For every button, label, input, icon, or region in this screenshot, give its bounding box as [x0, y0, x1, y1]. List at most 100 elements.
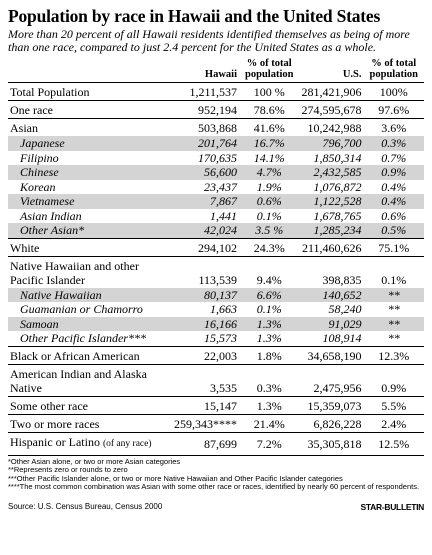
cell: 170,635 [198, 150, 237, 165]
cell: 5.5% [363, 395, 424, 414]
cell: 0.3% [239, 363, 300, 396]
label-text: Other Asian* [20, 223, 85, 237]
cell: 1.8% [239, 345, 300, 364]
row-label: Korean [8, 180, 172, 195]
cell: 3.5 % [239, 223, 300, 238]
cell: 3.6% [363, 118, 424, 136]
cell: 0.6% [381, 208, 407, 223]
footnotes: *Other Asian alone, or two or more Asian… [8, 454, 424, 492]
cell: 12.3% [363, 345, 424, 364]
label-text: Black or African American [10, 348, 140, 363]
cell: 0.3% [363, 136, 424, 151]
row-label: Native Hawaiian [8, 287, 172, 302]
row-label: Filipino [8, 151, 172, 166]
row-label: Total Population [8, 82, 172, 101]
cell: 58,240 [328, 302, 362, 316]
cell: 6,826,228 [299, 413, 364, 432]
cell: 87,699 [172, 431, 239, 452]
footnote: ***Other Pacific Islander alone, or two … [8, 473, 343, 483]
column-header: Hawaii [204, 69, 237, 80]
graphic: Population by race in Hawaii and the Uni… [8, 6, 424, 512]
table-row: Native Hawaiian 80,137 6.6% 140,652 ** [8, 287, 424, 302]
cell: 201,764 [172, 136, 239, 151]
table-row: White 294,102 24.3% 211,460,626 75.1% [8, 237, 424, 256]
table-body: Total Population 1,211,537 100 % 281,421,90… [8, 82, 424, 452]
table-row: Total Population 1,211,537 100 % 281,421,90… [8, 82, 424, 101]
column-header: % of total population [245, 58, 294, 80]
cell: 294,102 [172, 237, 239, 256]
label-text: Other Pacific Islander*** [20, 331, 146, 345]
row-label: Black or African American [8, 345, 172, 364]
cell: 398,835 [299, 255, 364, 288]
cell: 1,211,537 [172, 82, 239, 101]
row-label: Guamanian or Chamorro [8, 302, 172, 317]
row-label: Other Pacific Islander*** [8, 331, 172, 346]
label-text: Vietnamese [20, 194, 75, 208]
cell: 1,441 [210, 208, 237, 223]
cell: 1.3% [256, 331, 282, 345]
cell: 211,460,626 [299, 237, 364, 256]
cell: 14.1% [253, 150, 285, 165]
cell: 34,658,190 [299, 345, 364, 364]
label-text: Native Hawaiian and other Pacific Island… [10, 258, 139, 287]
cell: 42,024 [172, 223, 239, 238]
cell: 91,029 [299, 316, 364, 331]
row-label: Asian [8, 118, 172, 136]
label-text: American Indian and Alaska Native [10, 366, 147, 395]
table-row: Asian 503,868 41.6% 10,242,988 3.6% [8, 118, 424, 136]
cell: 10,242,988 [299, 118, 364, 136]
row-label: American Indian and Alaska Native [8, 363, 172, 396]
cell: 1,850,314 [313, 150, 362, 165]
source: Source: U.S. Census Bureau, Census 2000 [8, 501, 163, 511]
cell: 259,343**** [172, 413, 239, 432]
cell: ** [363, 316, 424, 331]
cell: 22,003 [172, 345, 239, 364]
cell: 3,535 [172, 363, 239, 396]
cell: 41.6% [239, 118, 300, 136]
table-row: Guamanian or Chamorro 1,663 0.1% 58,240 ** [8, 302, 424, 317]
cell: 35,305,818 [299, 431, 364, 452]
label-text: Asian Indian [20, 208, 82, 223]
cell: 1,678,765 [313, 208, 362, 223]
label-text: Hispanic or Latino [10, 434, 100, 449]
table-row: Korean 23,437 1.9% 1,076,872 0.4% [8, 180, 424, 195]
cell: 24.3% [239, 237, 300, 256]
table-row: Other Asian* 42,024 3.5 % 1,285,234 0.5% [8, 223, 424, 238]
label-text: Total Population [10, 85, 90, 99]
table-row: American Indian and Alaska Native 3,535 0.… [8, 363, 424, 396]
cell: 4.7% [239, 165, 300, 180]
table-row: Samoan 16,166 1.3% 91,029 ** [8, 316, 424, 331]
label-text: Samoan [20, 316, 59, 331]
label-note: (of any race) [102, 438, 152, 449]
label-text: One race [10, 103, 53, 117]
cell: 0.1% [256, 208, 282, 223]
header-cell [8, 58, 172, 83]
cell: 0.4% [363, 194, 424, 209]
row-label: Japanese [8, 136, 172, 151]
cell: 0.9% [363, 165, 424, 180]
cell: 15,573 [204, 331, 237, 345]
cell: 56,600 [172, 165, 239, 180]
cell: 21.4% [239, 413, 300, 432]
cell: 2.4% [363, 413, 424, 432]
row-label: Chinese [8, 165, 172, 180]
cell: 140,652 [299, 287, 364, 302]
row-label: Two or more races [8, 413, 172, 432]
row-label: Other Asian* [8, 223, 172, 238]
header-row: Hawaii % of total population U.S. % of tota… [8, 58, 424, 83]
table-row: Two or more races 259,343**** 21.4% 6,826,2… [8, 413, 424, 432]
title: Population by race in Hawaii and the Uni… [8, 6, 381, 26]
cell: 97.6% [363, 100, 424, 119]
cell: 15,147 [172, 395, 239, 414]
cell: 108,914 [322, 331, 362, 345]
label-text: Korean [20, 179, 56, 194]
cell: 75.1% [363, 237, 424, 256]
table-row: Chinese 56,600 4.7% 2,432,585 0.9% [8, 165, 424, 180]
cell: ** [387, 331, 400, 345]
cell: 281,421,906 [299, 82, 364, 101]
cell: 9.4% [239, 255, 300, 288]
cell: 16,166 [172, 316, 239, 331]
cell: 113,539 [172, 255, 239, 288]
cell: 100% [363, 82, 424, 101]
